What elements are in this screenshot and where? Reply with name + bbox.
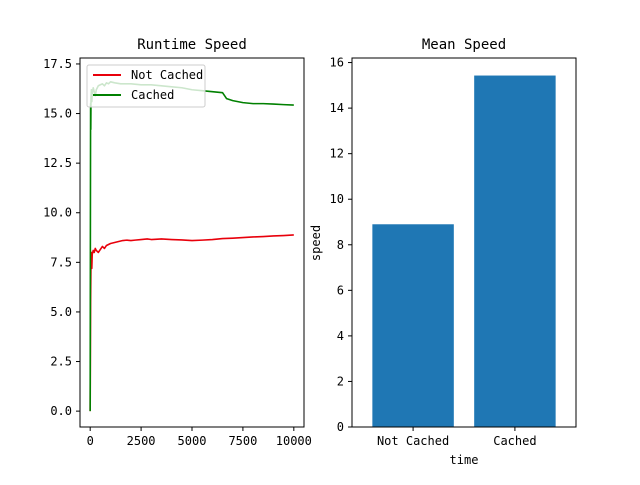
- y-tick-label: 7.5: [50, 255, 72, 269]
- runtime-speed-chart: Runtime Speed 0 2500 5000 7500 10000 0.0 2.5 5…: [43, 37, 312, 448]
- y-tick-label: 12: [330, 147, 344, 161]
- x-tick-label: 5000: [178, 434, 207, 448]
- y-tick-label: 17.5: [43, 57, 72, 71]
- bar-not-cached: [372, 224, 454, 427]
- y-tick-label: 4: [337, 329, 344, 343]
- y-tick-label: 8: [337, 238, 344, 252]
- y-tick-label: 16: [330, 56, 344, 70]
- y-tick-label: 14: [330, 101, 344, 115]
- x-tick-label: Cached: [493, 434, 536, 448]
- y-ticks: 0.0 2.5 5.0 7.5 10.0 12.5 15.0 17.5: [43, 57, 80, 418]
- y-tick-label: 0.0: [50, 404, 72, 418]
- y-tick-label: 0: [337, 420, 344, 434]
- x-tick-label: 2500: [127, 434, 156, 448]
- bars: [372, 75, 556, 428]
- axes-frame: [351, 57, 577, 428]
- y-tick-label: 10: [330, 192, 344, 206]
- y-tick-label: 10.0: [43, 206, 72, 220]
- x-ticks: 0 2500 5000 7500 10000: [87, 427, 312, 448]
- y-tick-label: 2: [337, 374, 344, 388]
- y-tick-label: 5.0: [50, 305, 72, 319]
- legend: Not Cached Cached: [86, 64, 206, 108]
- bar-cached: [474, 75, 556, 428]
- x-ticks: Not Cached Cached: [377, 427, 537, 448]
- x-tick-label: Not Cached: [377, 434, 449, 448]
- legend-label-not-cached: Not Cached: [131, 68, 203, 82]
- y-tick-label: 2.5: [50, 355, 72, 369]
- x-tick-label: 10000: [276, 434, 312, 448]
- y-tick-label: 12.5: [43, 156, 72, 170]
- y-tick-label: 15.0: [43, 107, 72, 121]
- y-ticks: 0 2 4 6 8 10 12 14 16: [330, 56, 352, 434]
- series-line-not-cached: [89, 234, 294, 412]
- y-axis-label: speed: [309, 225, 323, 261]
- x-tick-label: 7500: [228, 434, 257, 448]
- x-tick-label: 0: [87, 434, 94, 448]
- mean-speed-chart: Mean Speed Not Cached Cached 0 2 4 6 8 10 12 14 1…: [309, 37, 577, 467]
- y-tick-label: 6: [337, 283, 344, 297]
- x-axis-label: time: [450, 453, 479, 467]
- chart-title: Runtime Speed: [137, 37, 247, 53]
- legend-label-cached: Cached: [131, 88, 174, 102]
- chart-title: Mean Speed: [422, 37, 506, 53]
